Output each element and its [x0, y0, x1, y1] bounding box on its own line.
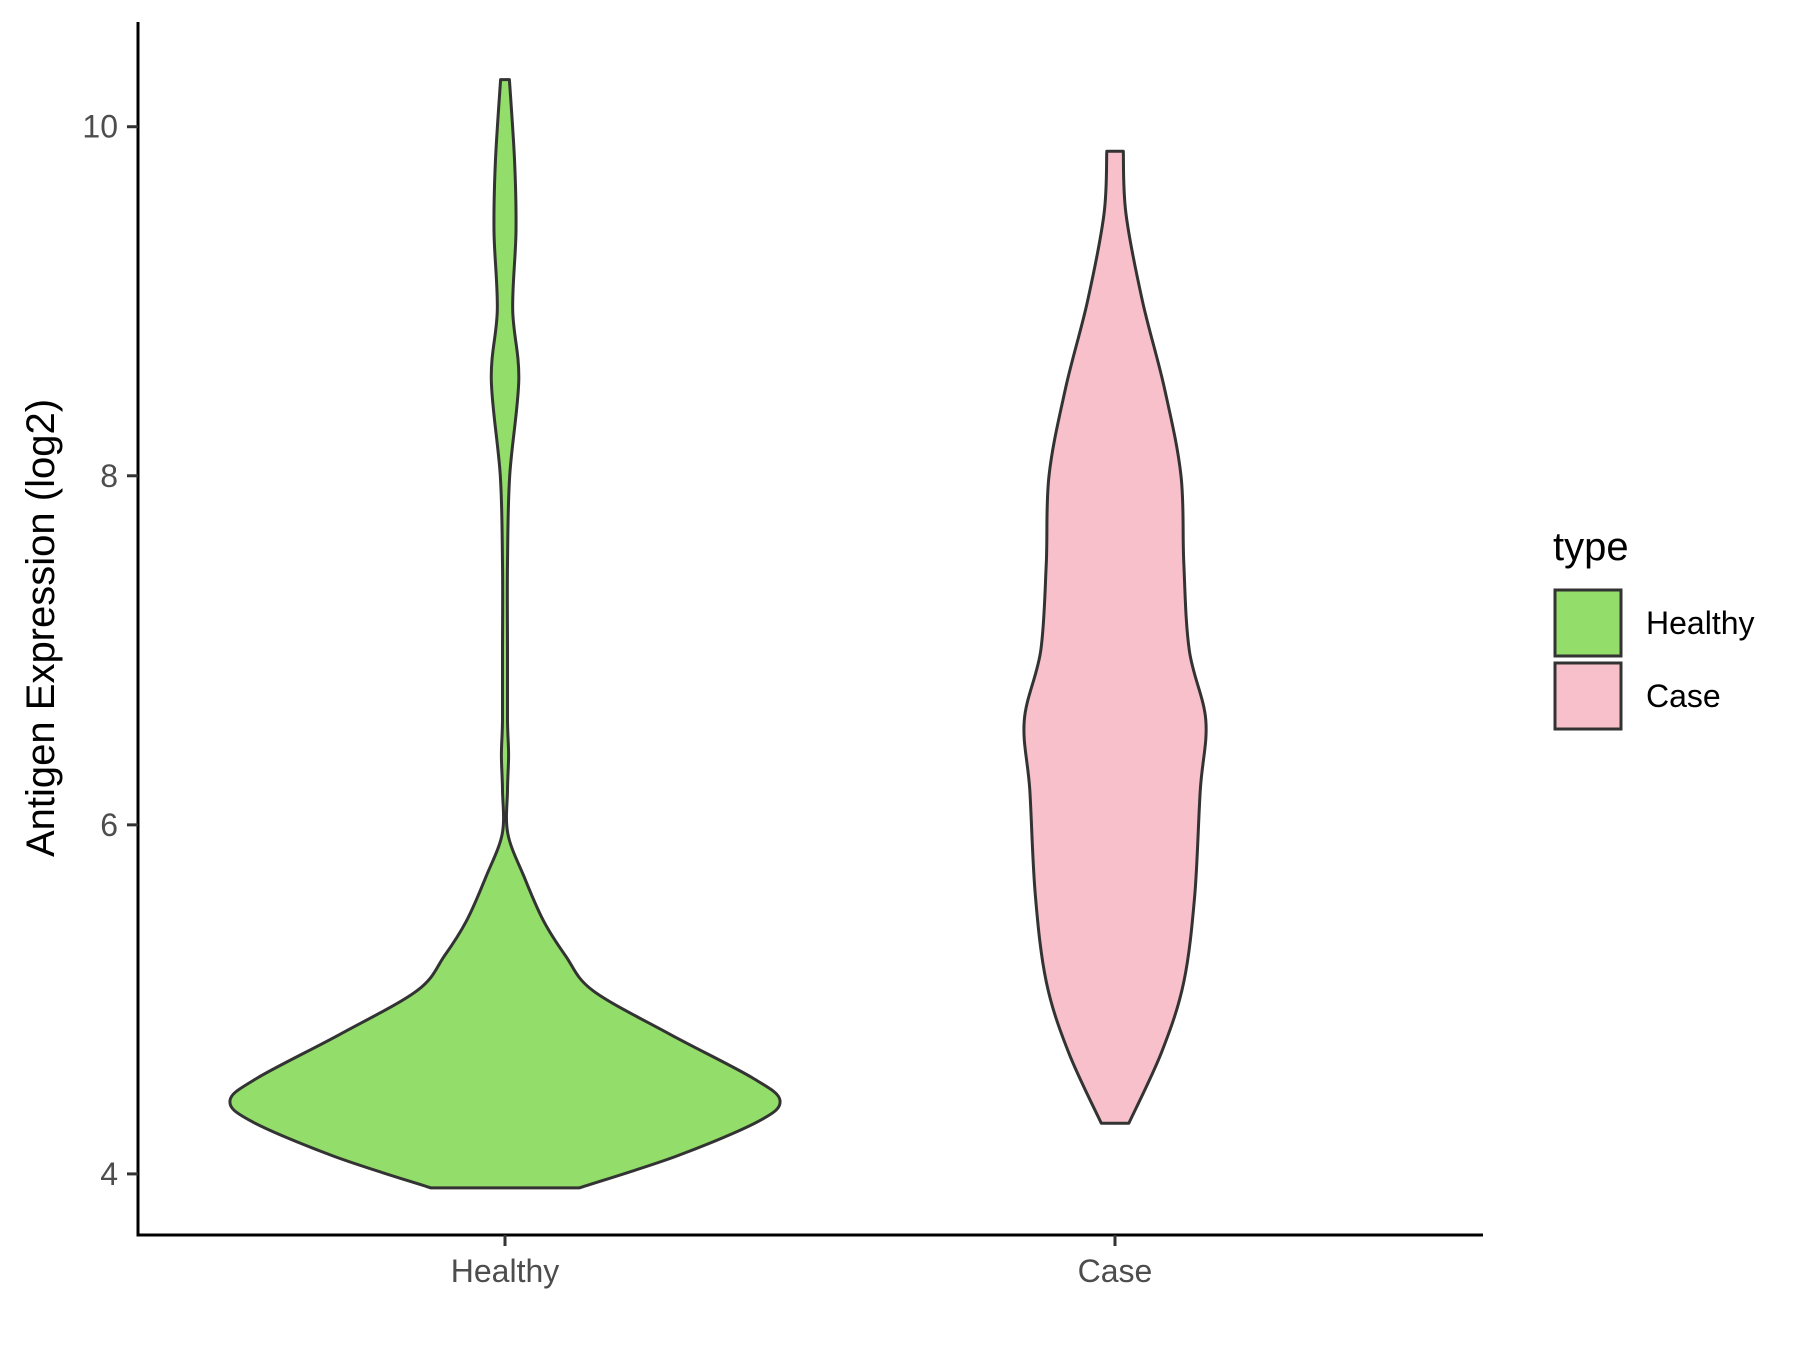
x-tick-label-case: Case — [1078, 1253, 1153, 1289]
y-tick-label-10: 10 — [82, 109, 118, 145]
y-tick-label-4: 4 — [100, 1156, 118, 1192]
violins-layer — [228, 78, 1208, 1190]
legend-title: type — [1553, 525, 1629, 569]
y-axis-title: Antigen Expression (log2) — [19, 399, 63, 857]
legend-key-healthy — [1553, 588, 1623, 658]
legend-entries: Healthy Case — [1553, 588, 1755, 731]
legend-key-case — [1553, 661, 1623, 731]
y-tick-label-8: 8 — [100, 458, 118, 494]
y-axis-ticks: 4 6 8 10 — [82, 109, 138, 1192]
violin-healthy — [228, 78, 782, 1190]
x-tick-label-healthy: Healthy — [451, 1253, 560, 1289]
legend-label-healthy: Healthy — [1646, 605, 1755, 641]
violin-case — [1022, 149, 1208, 1125]
legend-label-case: Case — [1646, 678, 1721, 714]
legend: type Healthy Case — [1553, 525, 1755, 731]
y-tick-label-6: 6 — [100, 807, 118, 843]
x-axis-ticks: Healthy Case — [451, 1235, 1153, 1289]
